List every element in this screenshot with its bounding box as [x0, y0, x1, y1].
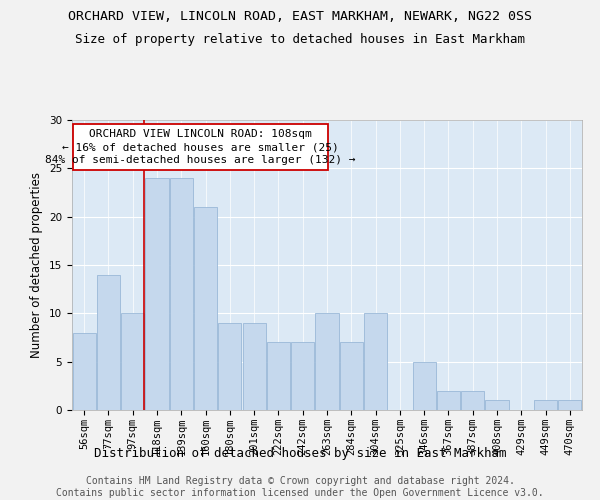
Bar [121, 314, 144, 410]
Bar [194, 207, 217, 410]
Bar [437, 390, 460, 410]
Bar [485, 400, 509, 410]
Bar [218, 323, 241, 410]
Bar [170, 178, 193, 410]
Bar [461, 390, 484, 410]
Bar [559, 400, 581, 410]
Text: ORCHARD VIEW, LINCOLN ROAD, EAST MARKHAM, NEWARK, NG22 0SS: ORCHARD VIEW, LINCOLN ROAD, EAST MARKHAM… [68, 10, 532, 23]
Text: ORCHARD VIEW LINCOLN ROAD: 108sqm: ORCHARD VIEW LINCOLN ROAD: 108sqm [89, 128, 312, 138]
Bar [340, 342, 363, 410]
Y-axis label: Number of detached properties: Number of detached properties [31, 172, 43, 358]
Text: Size of property relative to detached houses in East Markham: Size of property relative to detached ho… [75, 32, 525, 46]
Text: ← 16% of detached houses are smaller (25): ← 16% of detached houses are smaller (25… [62, 142, 339, 152]
Bar [73, 332, 95, 410]
Bar [364, 314, 387, 410]
Text: Distribution of detached houses by size in East Markham: Distribution of detached houses by size … [94, 448, 506, 460]
Bar [291, 342, 314, 410]
Bar [534, 400, 557, 410]
Bar [413, 362, 436, 410]
Bar [316, 314, 338, 410]
Bar [242, 323, 266, 410]
Text: 84% of semi-detached houses are larger (132) →: 84% of semi-detached houses are larger (… [46, 155, 356, 165]
Bar [97, 274, 120, 410]
FancyBboxPatch shape [73, 124, 328, 170]
Bar [267, 342, 290, 410]
Bar [145, 178, 169, 410]
Text: Contains HM Land Registry data © Crown copyright and database right 2024.
Contai: Contains HM Land Registry data © Crown c… [56, 476, 544, 498]
